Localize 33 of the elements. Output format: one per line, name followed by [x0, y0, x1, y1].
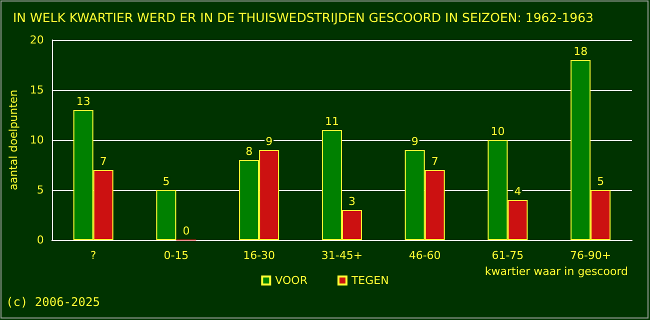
data-label: 7 — [100, 155, 107, 168]
x-axis-title: kwartier waar in gescoord — [484, 265, 628, 278]
x-tick-label: ? — [90, 249, 96, 262]
data-label: 9 — [411, 135, 418, 148]
x-tick-label: 31-45+ — [321, 249, 363, 262]
data-label: 3 — [348, 195, 356, 208]
x-tick-label: 0-15 — [164, 249, 189, 262]
text: (c) 2006-2025 — [6, 295, 100, 309]
data-label: 5 — [597, 175, 604, 188]
x-tick-label: 61-75 — [492, 249, 524, 262]
legend-label: TEGEN — [350, 274, 389, 287]
x-tick-label: 46-60 — [408, 249, 441, 262]
data-label: 13 — [76, 95, 90, 108]
y-tick-label: 10 — [30, 134, 44, 146]
data-label: 10 — [490, 125, 505, 138]
data-label: 11 — [324, 115, 339, 128]
x-tick-label: 16-30 — [243, 249, 276, 262]
y-tick-label: 15 — [30, 84, 44, 96]
y-tick-label: 5 — [36, 184, 44, 196]
bar — [156, 190, 176, 240]
data-label: 9 — [266, 135, 273, 148]
data-label: 5 — [162, 175, 170, 188]
y-tick-label: 20 — [30, 34, 44, 46]
y-axis-title: aantal doelpunten — [7, 90, 20, 190]
data-label: 4 — [514, 185, 522, 198]
data-label: 7 — [431, 155, 438, 168]
data-label: 8 — [246, 145, 253, 158]
legend-label: VOOR — [275, 274, 308, 287]
chart-title: IN WELK KWARTIER WERD ER IN DE THUISWEDSTRIJDEN GESCOORD IN SEIZOEN: 1962-1963 — [13, 10, 594, 25]
x-tick-label: 76-90+ — [570, 249, 612, 262]
data-label: 18 — [574, 45, 588, 58]
y-tick-label: 0 — [36, 234, 44, 246]
data-label: 0 — [182, 224, 190, 238]
